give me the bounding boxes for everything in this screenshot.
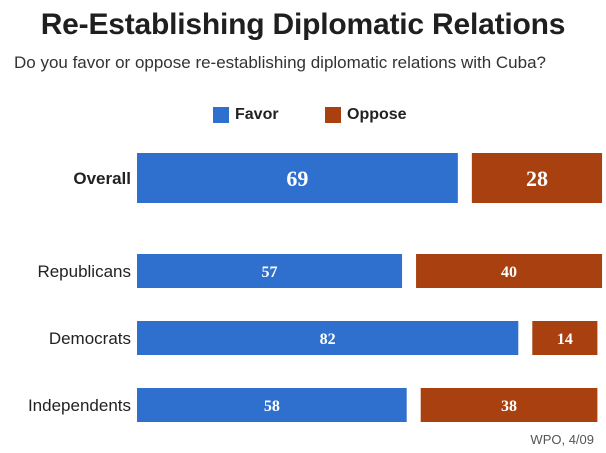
bar-favor-republicans	[137, 254, 403, 288]
data-label-favor-independents: 58	[264, 398, 280, 415]
category-label-independents: Independents	[28, 396, 131, 415]
legend-label-oppose: Oppose	[347, 106, 407, 123]
data-label-oppose-republicans: 40	[501, 264, 517, 281]
legend: Favor Oppose	[0, 106, 606, 126]
bar-oppose-democrats	[532, 321, 598, 355]
bar-favor-overall	[137, 153, 458, 203]
chart-subtitle: Do you favor or oppose re-establishing d…	[14, 53, 547, 72]
bar-oppose-republicans	[416, 254, 603, 288]
bar-oppose-overall	[471, 153, 603, 203]
legend-swatch-favor	[213, 107, 229, 123]
bar-favor-democrats	[137, 321, 519, 355]
bar-oppose-independents	[420, 388, 598, 422]
data-label-favor-republicans: 57	[262, 264, 278, 281]
category-label-overall: Overall	[73, 169, 131, 188]
bar-favor-independents	[137, 388, 407, 422]
data-label-oppose-independents: 38	[501, 398, 517, 415]
chart-title: Re-Establishing Diplomatic Relations	[40, 8, 566, 41]
data-label-oppose-democrats: 14	[557, 331, 573, 348]
legend-swatch-oppose	[325, 107, 341, 123]
source-note: WPO, 4/09	[530, 432, 594, 447]
legend-label-favor: Favor	[235, 106, 279, 123]
data-label-oppose-overall: 28	[526, 166, 548, 191]
category-label-democrats: Democrats	[49, 329, 131, 348]
data-label-favor-overall: 69	[286, 166, 308, 191]
category-label-republicans: Republicans	[37, 262, 131, 281]
data-label-favor-democrats: 82	[320, 331, 336, 348]
